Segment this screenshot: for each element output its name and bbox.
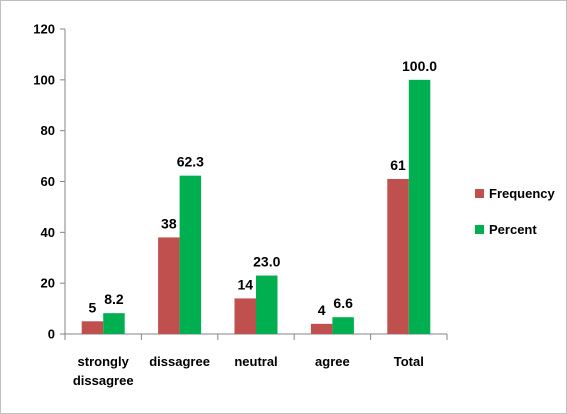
bars bbox=[81, 79, 431, 334]
y-tick-label: 0 bbox=[48, 327, 55, 342]
legend: Frequency Percent bbox=[475, 186, 556, 237]
legend-label-percent: Percent bbox=[489, 222, 537, 237]
y-tick-label: 80 bbox=[41, 123, 55, 138]
legend-swatch-frequency bbox=[475, 189, 484, 198]
data-label-percent: 100.0 bbox=[402, 58, 437, 74]
y-tick-label: 60 bbox=[41, 174, 55, 189]
bar-percent bbox=[103, 313, 125, 334]
legend-swatch-percent bbox=[475, 225, 484, 234]
data-label-percent: 23.0 bbox=[253, 254, 280, 270]
data-label-frequency: 61 bbox=[390, 157, 406, 173]
y-tick-label: 120 bbox=[33, 22, 55, 37]
bar-percent bbox=[408, 79, 431, 334]
axes: 0 20 40 60 80 100 120 strongly dissagree dissagre… bbox=[33, 22, 448, 388]
x-category-label: Total bbox=[394, 354, 424, 369]
data-label-frequency: 38 bbox=[161, 215, 177, 231]
x-category-label: strongly dissagree bbox=[73, 354, 134, 388]
y-tick-label: 20 bbox=[41, 276, 55, 291]
data-label-percent: 6.6 bbox=[333, 295, 353, 311]
bar-percent bbox=[179, 175, 202, 334]
data-label-frequency: 4 bbox=[318, 302, 326, 318]
bar-percent bbox=[256, 275, 278, 334]
bar-frequency bbox=[81, 321, 104, 334]
legend-label-frequency: Frequency bbox=[489, 186, 556, 201]
bar-frequency bbox=[387, 178, 409, 334]
bar-percent bbox=[332, 317, 354, 334]
y-tick-label: 40 bbox=[41, 225, 55, 240]
data-label-frequency: 14 bbox=[237, 276, 253, 292]
bar-frequency bbox=[234, 298, 256, 334]
x-category-label: agree bbox=[315, 354, 350, 369]
data-label-frequency: 5 bbox=[89, 299, 97, 315]
bar-frequency bbox=[310, 323, 333, 334]
data-label-percent: 62.3 bbox=[177, 154, 204, 170]
x-category-label: dissagree bbox=[149, 354, 210, 369]
bar-frequency bbox=[158, 237, 180, 334]
x-category-label: neutral bbox=[234, 354, 277, 369]
y-tick-label: 100 bbox=[33, 72, 55, 87]
data-label-percent: 8.2 bbox=[104, 291, 124, 307]
